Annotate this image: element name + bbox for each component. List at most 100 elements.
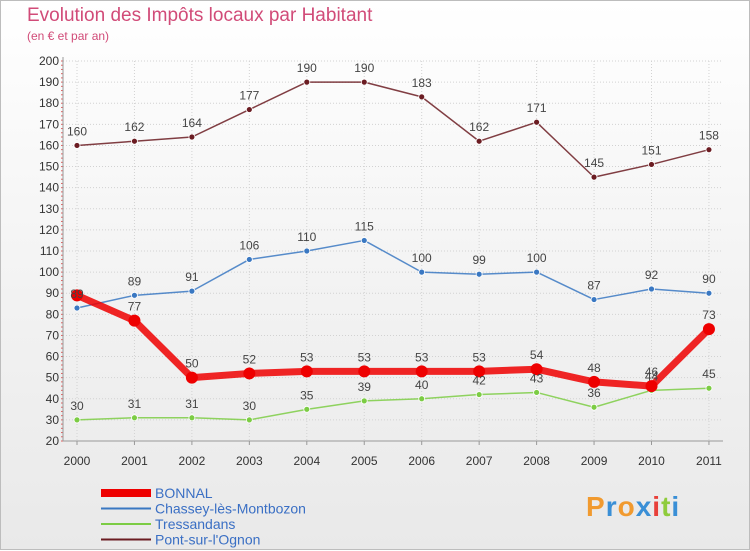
data-label-tressandans: 35 (300, 388, 314, 402)
logo-letter: r (605, 491, 618, 522)
data-label-pont-sur-l-ognon: 183 (412, 76, 432, 90)
x-tick-label: 2002 (179, 454, 206, 468)
data-point-chassey-l-s-montbozon (303, 247, 311, 255)
data-label-tressandans: 36 (587, 386, 601, 400)
data-label-chassey-l-s-montbozon: 106 (239, 238, 259, 252)
series-line-chassey-l-s-montbozon (76, 239, 710, 309)
y-tick-label: 30 (46, 413, 60, 427)
data-label-pont-sur-l-ognon: 164 (182, 116, 202, 130)
data-label-chassey-l-s-montbozon: 89 (128, 274, 142, 288)
data-label-tressandans: 31 (185, 397, 199, 411)
data-point-tressandans (131, 414, 138, 422)
data-point-chassey-l-s-montbozon (418, 268, 426, 276)
data-label-tressandans: 39 (358, 380, 372, 394)
data-label-bonnal: 48 (587, 361, 601, 375)
data-point-pont-sur-l-ognon (648, 161, 655, 168)
data-label-pont-sur-l-ognon: 151 (641, 143, 661, 157)
data-point-bonnal (415, 365, 428, 378)
data-label-bonnal: 53 (300, 350, 314, 364)
y-tick-label: 20 (46, 434, 60, 448)
data-label-pont-sur-l-ognon: 162 (124, 120, 144, 134)
y-tick-label: 80 (46, 307, 60, 321)
x-tick-label: 2009 (581, 454, 608, 468)
y-tick-label: 180 (39, 96, 59, 110)
data-point-tressandans (705, 384, 713, 392)
y-tick-label: 150 (39, 160, 59, 174)
data-label-bonnal: 46 (645, 365, 659, 379)
data-label-chassey-l-s-montbozon: 110 (297, 230, 316, 244)
data-point-chassey-l-s-montbozon (188, 287, 196, 295)
data-label-chassey-l-s-montbozon: 87 (587, 279, 601, 293)
data-point-chassey-l-s-montbozon (705, 289, 713, 297)
data-label-pont-sur-l-ognon: 190 (354, 61, 374, 75)
y-tick-label: 130 (39, 202, 59, 216)
data-label-bonnal: 52 (243, 352, 257, 366)
data-point-bonnal (128, 314, 141, 327)
data-label-bonnal: 53 (415, 350, 429, 364)
data-label-tressandans: 45 (702, 367, 716, 381)
data-point-chassey-l-s-montbozon (648, 285, 655, 293)
y-tick-label: 50 (46, 371, 60, 385)
x-tick-label: 2001 (121, 454, 148, 468)
data-point-tressandans (245, 416, 253, 424)
data-point-tressandans (360, 397, 368, 405)
logo-letter: t (661, 491, 672, 522)
data-point-bonnal (300, 365, 313, 378)
data-label-tressandans: 43 (530, 371, 544, 385)
y-tick-label: 70 (46, 328, 60, 342)
data-label-chassey-l-s-montbozon: 91 (185, 270, 199, 284)
x-tick-label: 2003 (236, 454, 263, 468)
data-point-bonnal (645, 380, 658, 393)
data-point-pont-sur-l-ognon (188, 133, 196, 141)
data-label-tressandans: 30 (243, 399, 257, 413)
y-tick-label: 40 (46, 392, 60, 406)
data-label-chassey-l-s-montbozon: 92 (645, 268, 659, 282)
data-point-tressandans (418, 395, 426, 403)
data-point-pont-sur-l-ognon (418, 93, 426, 101)
logo-letter: o (617, 491, 636, 522)
data-point-chassey-l-s-montbozon (360, 237, 368, 244)
data-point-tressandans (533, 389, 540, 396)
data-label-pont-sur-l-ognon: 190 (297, 61, 317, 75)
series-line-bonnal (73, 291, 713, 390)
data-label-tressandans: 31 (128, 397, 142, 411)
data-label-chassey-l-s-montbozon: 100 (527, 251, 547, 265)
logo-letter: x (635, 491, 653, 522)
data-point-tressandans (188, 414, 196, 422)
axes-layer: 20 30 40 50 60 70 80 90 100 110 120 130 140 150 160 170… (39, 54, 723, 468)
x-tick-label: 2011 (696, 454, 722, 468)
legend-label-tressandans: Tressandans (155, 516, 235, 532)
data-point-pont-sur-l-ognon (705, 146, 713, 154)
y-tick-label: 170 (39, 117, 59, 131)
data-label-tressandans: 42 (472, 374, 486, 388)
legend-label-bonnal: BONNAL (155, 485, 213, 501)
x-tick-label: 2000 (64, 454, 91, 468)
y-tick-label: 90 (46, 286, 60, 300)
y-tick-label: 140 (39, 181, 59, 195)
data-labels-layer: 160 162 164 177 190 190 183 162 171 145 151 158 89 89… (67, 61, 719, 413)
y-tick-label: 120 (39, 223, 59, 237)
y-tick-label: 200 (39, 54, 59, 68)
data-point-chassey-l-s-montbozon (533, 268, 540, 276)
x-tick-label: 2007 (466, 454, 493, 468)
x-tick-label: 2008 (523, 454, 550, 468)
data-label-pont-sur-l-ognon: 158 (699, 129, 719, 143)
legend-label-chassey-l-s-montbozon: Chassey-lès-Montbozon (155, 501, 306, 517)
data-point-chassey-l-s-montbozon (131, 291, 138, 299)
legend-label-pont-sur-l-ognon: Pont-sur-l'Ognon (155, 532, 260, 548)
data-label-chassey-l-s-montbozon: 90 (702, 272, 716, 286)
data-point-bonnal (702, 323, 715, 336)
y-tick-label: 100 (39, 265, 59, 279)
data-label-chassey-l-s-montbozon: 89 (70, 287, 84, 301)
data-label-tressandans: 40 (415, 378, 429, 392)
data-label-tressandans: 44 (645, 369, 659, 383)
data-point-pont-sur-l-ognon (590, 173, 598, 181)
data-point-tressandans (73, 416, 81, 424)
data-label-chassey-l-s-montbozon: 100 (412, 251, 432, 265)
data-label-bonnal: 53 (472, 350, 486, 364)
data-point-pont-sur-l-ognon (303, 78, 311, 86)
data-point-pont-sur-l-ognon (360, 78, 368, 86)
proxiti-logo: Proxiti (586, 491, 680, 523)
